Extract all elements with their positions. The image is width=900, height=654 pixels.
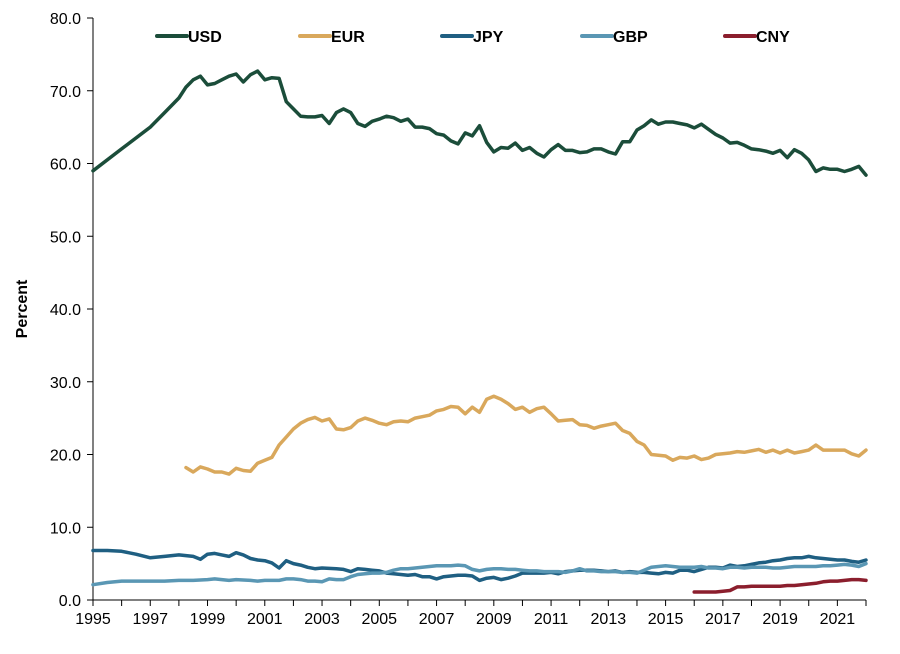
series-line-cny <box>692 577 868 594</box>
legend-label-eur: EUR <box>331 29 365 46</box>
x-tick-label: 2007 <box>419 611 455 628</box>
y-tick-label: 10.0 <box>50 520 81 537</box>
legend-label-cny: CNY <box>756 29 790 46</box>
x-tick-label: 2013 <box>591 611 627 628</box>
x-tick-label: 2021 <box>820 611 856 628</box>
x-tick-label: 2009 <box>476 611 512 628</box>
x-tick-label: 2017 <box>705 611 741 628</box>
y-axis-ticks: 0.0 10.0 20.0 30.0 40.0 50.0 60.0 70.0 80.0 <box>50 11 93 610</box>
legend: USD EUR JPY GBP CNY <box>155 29 790 46</box>
series-line-jpy <box>91 548 868 583</box>
legend-label-usd: USD <box>188 29 222 46</box>
x-tick-label: 2001 <box>247 611 283 628</box>
x-tick-label: 1999 <box>190 611 226 628</box>
y-tick-label: 50.0 <box>50 229 81 246</box>
x-tick-label: 2011 <box>534 611 569 628</box>
y-tick-label: 30.0 <box>50 375 81 392</box>
x-tick-label: 1997 <box>132 611 168 628</box>
series-line-gbp <box>91 561 868 587</box>
y-tick-label: 0.0 <box>59 593 81 610</box>
series-lines <box>91 69 868 594</box>
x-tick-label: 2003 <box>304 611 340 628</box>
x-tick-label: 2005 <box>361 611 397 628</box>
plot-area <box>92 18 866 601</box>
y-tick-label: 20.0 <box>50 448 81 465</box>
y-tick-label: 70.0 <box>50 84 81 101</box>
series-line-usd <box>91 69 868 177</box>
y-axis-title: Percent <box>14 279 31 338</box>
y-tick-label: 40.0 <box>50 302 81 319</box>
x-axis-ticks: 1995 1997 1999 2001 2003 2005 2007 2009 2011 2013… <box>75 600 867 628</box>
x-tick-label: 1995 <box>75 611 111 628</box>
legend-label-gbp: GBP <box>613 29 648 46</box>
y-tick-label: 80.0 <box>50 11 81 28</box>
y-tick-label: 60.0 <box>50 157 81 174</box>
x-tick-label: 2015 <box>648 611 684 628</box>
x-tick-label: 2019 <box>762 611 798 628</box>
series-line-eur <box>184 394 868 476</box>
legend-label-jpy: JPY <box>473 29 504 46</box>
